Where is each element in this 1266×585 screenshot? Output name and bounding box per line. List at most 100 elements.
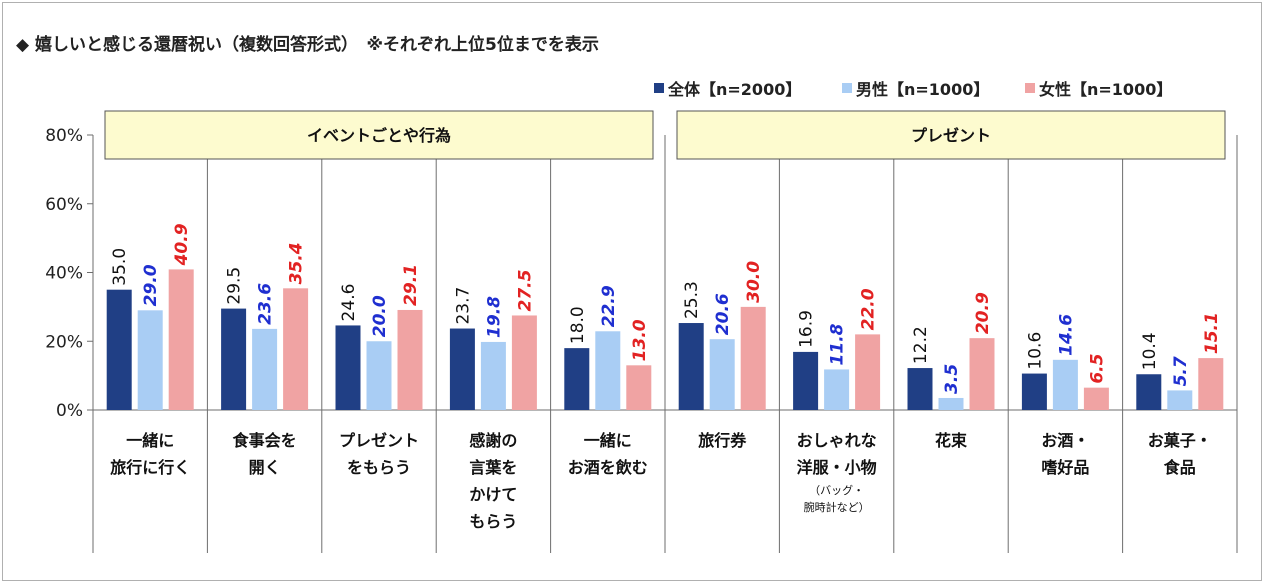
data-label-all: 25.3 — [682, 281, 702, 319]
category-note: 腕時計など） — [804, 500, 870, 514]
data-label-male: 11.8 — [828, 323, 848, 365]
data-label-female: 22.0 — [859, 288, 879, 330]
data-label-all: 35.0 — [110, 248, 130, 286]
bar-female — [397, 309, 423, 410]
data-label-all: 10.6 — [1025, 332, 1045, 370]
bar-all — [793, 351, 819, 410]
bar-male — [1052, 359, 1078, 410]
data-label-male: 29.0 — [141, 264, 161, 306]
legend-label-female: 女性【n=1000】 — [1039, 80, 1173, 99]
y-tick-label: 0% — [56, 401, 83, 421]
bar-female — [969, 338, 995, 410]
legend-item-all: 全体【n=2000】 — [654, 76, 801, 100]
bar-male — [938, 397, 964, 410]
y-tick-label: 40% — [45, 264, 83, 284]
data-label-female: 29.1 — [401, 264, 421, 306]
category-label: 食品 — [1163, 458, 1196, 477]
bar-male — [252, 328, 278, 410]
bar-all — [221, 308, 247, 410]
data-label-male: 22.9 — [599, 285, 619, 327]
legend-item-female: 女性【n=1000】 — [1025, 76, 1172, 100]
category-label: もらう — [469, 512, 517, 531]
data-label-all: 29.5 — [225, 267, 245, 305]
bar-male — [824, 369, 850, 410]
bar-male — [366, 341, 392, 410]
legend-swatch-male — [842, 83, 852, 93]
data-label-female: 30.0 — [744, 261, 764, 303]
legend-item-male: 男性【n=1000】 — [842, 76, 989, 100]
bar-male — [1167, 390, 1193, 410]
category-label: 一緒に — [126, 431, 174, 450]
category-label: 食事会を — [232, 431, 297, 450]
data-label-male: 19.8 — [484, 296, 504, 338]
bar-female — [855, 334, 881, 410]
bar-all — [106, 289, 132, 410]
y-tick-label: 60% — [45, 195, 83, 215]
category-label: プレゼント — [339, 431, 419, 450]
bar-female — [740, 306, 766, 410]
y-tick-label: 80% — [45, 126, 83, 146]
data-label-female: 27.5 — [515, 270, 535, 312]
data-label-female: 15.1 — [1202, 312, 1222, 354]
category-label: 言葉を — [469, 458, 517, 477]
data-label-female: 13.0 — [630, 319, 650, 361]
bar-all — [449, 328, 475, 410]
data-label-all: 18.0 — [568, 306, 588, 344]
group-header-label: プレゼント — [911, 126, 991, 145]
category-label: お酒を飲む — [568, 458, 648, 477]
bar-female — [283, 288, 309, 410]
group-header-label: イベントごとや行為 — [307, 126, 451, 145]
category-label: 嗜好品 — [1041, 458, 1089, 477]
category-note: （バッグ・ — [809, 483, 864, 497]
group-header-box — [104, 110, 654, 160]
data-label-female: 35.4 — [287, 242, 307, 284]
category-label: 感謝の — [469, 431, 517, 450]
bar-all — [564, 348, 590, 410]
legend-swatch-all — [654, 83, 664, 93]
category-label: 花束 — [935, 431, 968, 450]
data-label-female: 6.5 — [1087, 354, 1107, 384]
bar-male — [480, 341, 506, 410]
data-label-male: 14.6 — [1056, 314, 1076, 356]
data-label-all: 23.7 — [453, 287, 473, 325]
legend-label-male: 男性【n=1000】 — [856, 80, 990, 99]
legend: 全体【n=2000】 男性【n=1000】 女性【n=1000】 — [0, 76, 1266, 100]
bar-male — [137, 310, 163, 410]
data-label-male: 20.0 — [370, 295, 390, 337]
data-label-male: 3.5 — [942, 364, 962, 394]
category-label: お菓子・ — [1148, 431, 1212, 450]
bar-female — [1083, 387, 1109, 410]
y-tick-label: 20% — [45, 332, 83, 352]
group-header-box — [676, 110, 1226, 160]
legend-label-all: 全体【n=2000】 — [668, 80, 802, 99]
chart-title: ◆ 嬉しいと感じる還暦祝い（複数回答形式） ※それぞれ上位5位までを表示 — [16, 35, 599, 55]
data-label-all: 10.4 — [1140, 332, 1160, 370]
legend-swatch-female — [1025, 83, 1035, 93]
category-label: お酒・ — [1041, 431, 1089, 450]
category-label: 旅行に行く — [110, 458, 190, 477]
bar-all — [678, 323, 704, 410]
data-label-male: 20.6 — [713, 293, 733, 335]
bar-female — [626, 365, 652, 410]
bar-all — [335, 325, 361, 410]
bar-all — [907, 368, 933, 410]
category-label: をもらう — [347, 458, 411, 477]
category-label: かけて — [469, 485, 517, 504]
bar-female — [511, 315, 537, 410]
bar-male — [595, 331, 621, 410]
data-label-male: 23.6 — [256, 283, 276, 325]
category-label: 開く — [249, 458, 281, 477]
data-label-female: 40.9 — [172, 223, 192, 266]
data-label-all: 24.6 — [339, 284, 359, 322]
category-label: 旅行券 — [698, 431, 747, 450]
category-label: 一緒に — [584, 431, 632, 450]
bar-female — [1198, 358, 1224, 410]
bar-female — [168, 269, 194, 410]
bar-all — [1136, 374, 1162, 410]
bar-all — [1021, 373, 1047, 410]
category-label: 洋服・小物 — [797, 458, 877, 477]
bar-male — [709, 339, 735, 410]
data-label-male: 5.7 — [1171, 356, 1191, 386]
